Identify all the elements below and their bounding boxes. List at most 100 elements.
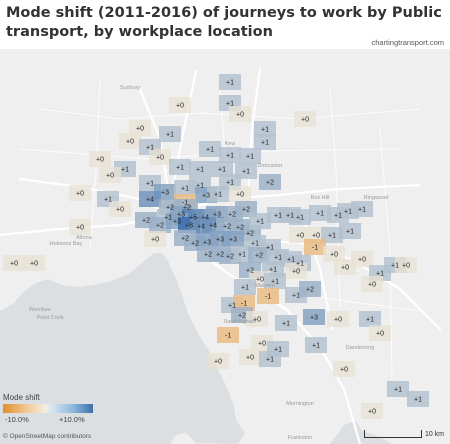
region-label: +2 (142, 218, 150, 225)
region-label: +2 (181, 236, 189, 243)
region-label: +3 (173, 219, 181, 226)
region-cell[interactable] (303, 309, 325, 325)
region-cell[interactable] (304, 239, 326, 255)
region-cell[interactable] (199, 141, 221, 157)
place-name: Kew (225, 141, 236, 147)
region-cell[interactable] (259, 351, 281, 367)
region-cell[interactable] (239, 349, 261, 365)
region-label: +0 (368, 282, 376, 289)
region-cell[interactable] (361, 403, 383, 419)
region-label: +0 (301, 117, 309, 124)
region-cell[interactable] (333, 361, 355, 377)
region-label: +3 (177, 212, 185, 219)
region-label: +0 (258, 341, 266, 348)
region-cell[interactable] (109, 201, 131, 217)
region-cell[interactable] (129, 120, 151, 136)
region-label: +0 (151, 237, 159, 244)
region-label: +0 (106, 173, 114, 180)
region-cell[interactable] (3, 255, 25, 271)
region-cell[interactable] (207, 186, 229, 202)
region-label: +0 (30, 261, 38, 268)
region-label: +1 (261, 140, 269, 147)
region-cell[interactable] (299, 281, 321, 297)
region-cell[interactable] (351, 201, 373, 217)
region-cell[interactable] (259, 174, 281, 190)
region-cell[interactable] (189, 161, 211, 177)
region-cell[interactable] (229, 106, 251, 122)
region-cell[interactable] (254, 134, 276, 150)
region-cell[interactable] (219, 147, 241, 163)
region-cell[interactable] (169, 159, 191, 175)
region-cell[interactable] (222, 231, 244, 247)
region-cell[interactable] (99, 167, 121, 183)
osm-attribution[interactable]: © OpenStreetMap contributors (3, 433, 92, 440)
region-label: +1 (266, 357, 274, 364)
region-cell[interactable] (239, 148, 261, 164)
region-cell[interactable] (119, 133, 141, 149)
region-cell[interactable] (257, 288, 279, 304)
region-cell[interactable] (139, 191, 161, 207)
region-cell[interactable] (207, 353, 229, 369)
region-cell[interactable] (289, 209, 311, 225)
region-cell[interactable] (254, 121, 276, 137)
scale-bar-line (363, 430, 422, 438)
region-cell[interactable] (264, 273, 286, 289)
region-cell[interactable] (334, 259, 356, 275)
region-cell[interactable] (248, 247, 270, 263)
region-label: +1 (146, 145, 154, 152)
legend: Mode shift -10.0% +10.0% (3, 393, 113, 425)
region-cell[interactable] (249, 213, 271, 229)
region-cell[interactable] (285, 263, 307, 279)
region-cell[interactable] (159, 126, 181, 142)
region-cell[interactable] (169, 97, 191, 113)
region-label: +2 (228, 212, 236, 219)
region-label: +2 (238, 313, 246, 320)
region-cell[interactable] (305, 337, 327, 353)
region-label: +1 (376, 271, 384, 278)
region-cell[interactable] (339, 223, 361, 239)
region-cell[interactable] (309, 205, 331, 221)
region-cell[interactable] (407, 391, 429, 407)
region-cell[interactable] (229, 186, 251, 202)
region-cell[interactable] (246, 311, 268, 327)
region-label: +2 (204, 252, 212, 259)
region-cell[interactable] (294, 111, 316, 127)
region-cell[interactable] (69, 185, 91, 201)
region-label: +1 (261, 127, 269, 134)
region-label: +1 (196, 167, 204, 174)
region-cell[interactable] (89, 151, 111, 167)
region-label: +2 (216, 252, 224, 259)
region-cell[interactable] (217, 327, 239, 343)
region-cell[interactable] (275, 315, 297, 331)
region-cell[interactable] (323, 246, 345, 262)
region-cell[interactable] (219, 74, 241, 90)
region-cell[interactable] (395, 257, 417, 273)
region-cell[interactable] (351, 251, 373, 267)
region-cell[interactable] (361, 276, 383, 292)
region-label: +2 (242, 207, 250, 214)
region-cell[interactable] (231, 246, 253, 262)
region-cell[interactable] (359, 311, 381, 327)
region-cell[interactable] (234, 279, 256, 295)
map-canvas[interactable]: Sandringham Mornington Point Cook Hobsons B… (0, 49, 450, 444)
region-cell[interactable] (149, 149, 171, 165)
region-label: +2 (191, 241, 199, 248)
region-cell[interactable] (149, 217, 171, 233)
legend-min-label: -10.0% (5, 415, 29, 424)
region-cell[interactable] (327, 311, 349, 327)
region-cell[interactable] (23, 255, 45, 271)
region-label: +1 (282, 321, 290, 328)
region-cell[interactable] (144, 231, 166, 247)
region-label: +3 (203, 240, 211, 247)
region-cell[interactable] (69, 219, 91, 235)
region-cell[interactable] (387, 381, 409, 397)
region-cell[interactable] (321, 227, 343, 243)
region-label: +0 (214, 359, 222, 366)
region-cell[interactable] (369, 325, 391, 341)
legend-title: Mode shift (3, 393, 40, 402)
region-label: +2 (255, 253, 263, 260)
region-label: +1 (274, 213, 282, 220)
place-name: Hobsons Bay (50, 241, 83, 247)
region-cell[interactable] (211, 161, 233, 177)
region-label: +1 (296, 215, 304, 222)
